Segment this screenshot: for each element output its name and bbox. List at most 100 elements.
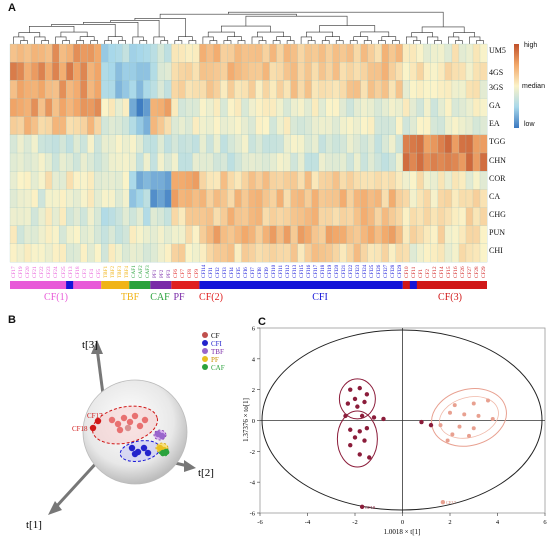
score-point	[457, 424, 462, 429]
y-tick-label: -6	[250, 511, 256, 518]
group-bar	[402, 281, 487, 289]
column-label: CF4	[88, 269, 95, 278]
column-labels: CF17 CF19 CF20 CF21 CF22 CF23 CF24 CF25 CF13 CF18…	[11, 264, 487, 278]
row-label-chg: CHG	[489, 210, 506, 219]
row-label-cor: COR	[489, 174, 506, 183]
score-point-3d	[158, 432, 166, 440]
x-tick-label: -6	[257, 519, 263, 526]
column-label: CF2	[425, 269, 432, 278]
column-label: CFI9	[263, 267, 270, 278]
score-point	[348, 427, 353, 432]
column-label: CF6	[172, 269, 179, 278]
cluster-ellipse	[431, 388, 507, 447]
group-bar	[101, 281, 130, 289]
x-tick-label: -2	[352, 519, 357, 526]
column-label: CF10	[404, 266, 411, 278]
color-scale-bar	[514, 44, 519, 128]
svg-text:CF: CF	[211, 332, 220, 340]
panel-b-label: B	[8, 314, 16, 326]
column-label: CF3	[81, 269, 88, 278]
column-label: CF16	[453, 266, 460, 278]
row-label-tgg: TGG	[489, 137, 506, 146]
x-tick-label: 6	[543, 519, 547, 526]
score-point	[419, 419, 424, 425]
group-bar-marker	[409, 281, 417, 289]
y-tick-label: 4	[252, 356, 256, 363]
row-label-ga: GA	[489, 101, 501, 110]
column-label: CAF1	[130, 265, 137, 278]
scale-high-label: high	[524, 42, 538, 49]
score-point	[348, 442, 353, 448]
score-point	[371, 415, 377, 420]
score-point-3d	[131, 450, 139, 458]
heatmap-cells	[9, 43, 488, 263]
label-cf17: CF17	[87, 412, 103, 420]
column-label: CFI11	[277, 264, 284, 278]
column-label: CF17	[11, 266, 18, 278]
column-label: CF20	[25, 266, 32, 278]
score-point	[362, 399, 367, 405]
score-points-3d	[89, 412, 170, 458]
legend-3d: CF CFI TBF PF CAF	[202, 332, 225, 372]
score-point-3d	[131, 412, 139, 420]
group-label-cfi: CFI	[312, 292, 328, 303]
score-point	[381, 416, 386, 422]
column-dendrogram	[13, 11, 484, 44]
score-plot-2d: CF17 CF18 -6 -4 -2 0 2 4 6 -6 -4 -2 0 2 4 6 1.0018 × t…	[242, 326, 547, 537]
group-label-cf2: CF(2)	[199, 292, 223, 303]
score-point-3d	[116, 426, 124, 434]
score-point	[355, 404, 360, 409]
column-label: CFI13	[291, 264, 298, 278]
y-tick-label: 6	[252, 326, 256, 333]
column-label: CFI5	[235, 267, 242, 278]
column-label: CFI22	[348, 264, 355, 278]
column-label: CFI14	[200, 264, 207, 278]
column-label: CFI24	[362, 264, 369, 278]
score-point-3d	[89, 424, 97, 432]
column-label: CFI4	[228, 267, 235, 278]
row-label-4gs: 4GS	[489, 68, 504, 77]
row-label-chn: CHN	[489, 156, 506, 165]
x-tick-label: 4	[496, 519, 500, 526]
column-label: TBF3	[116, 265, 123, 278]
score-point	[352, 396, 358, 402]
cf-ellipse	[92, 405, 158, 445]
column-label: CFI12	[284, 264, 291, 278]
point-label: CF18	[365, 505, 376, 510]
column-label: CFI16	[306, 264, 313, 278]
column-label: CFI28	[390, 264, 397, 278]
score-point	[476, 413, 481, 418]
column-label: CFI20	[334, 264, 341, 278]
column-label: CFI8	[256, 267, 263, 278]
cluster-ellipse	[338, 378, 376, 420]
score-point	[452, 403, 457, 408]
column-label: CF15	[446, 266, 453, 278]
group-bar	[150, 281, 172, 289]
score-point	[352, 435, 358, 440]
cluster-ellipses	[336, 378, 507, 468]
heatmap-cell	[479, 243, 488, 263]
column-label: TBF4	[123, 265, 130, 278]
score-point-3d	[144, 449, 152, 457]
column-label: CF9	[193, 269, 200, 278]
column-label: CF11	[411, 266, 418, 278]
column-label: CFI19	[327, 264, 334, 278]
score-point	[428, 422, 434, 428]
score-point	[438, 423, 443, 428]
axis-label-t2: t[2]	[198, 467, 214, 479]
x-tick-label: 0	[401, 519, 404, 526]
group-label-caf: CAF	[150, 292, 170, 303]
panel-c-label: C	[258, 316, 266, 328]
plot-grid	[260, 328, 545, 513]
column-label: CF23	[46, 266, 53, 278]
y-tick-label: 2	[252, 387, 255, 394]
group-label-pf: PF	[173, 292, 185, 303]
y-tick-label: -2	[250, 449, 255, 456]
column-label: CF7	[179, 269, 186, 278]
group-bar	[171, 281, 200, 289]
score-point-3d	[140, 444, 148, 452]
column-label: CFI7	[249, 267, 256, 278]
axis-label-t3: t[3]	[82, 339, 98, 351]
score-plot-3d: t[3] t[2] t[1] CF17 CF18 CF CFI TBF PF C…	[26, 332, 225, 531]
column-label: CF19	[18, 266, 25, 278]
